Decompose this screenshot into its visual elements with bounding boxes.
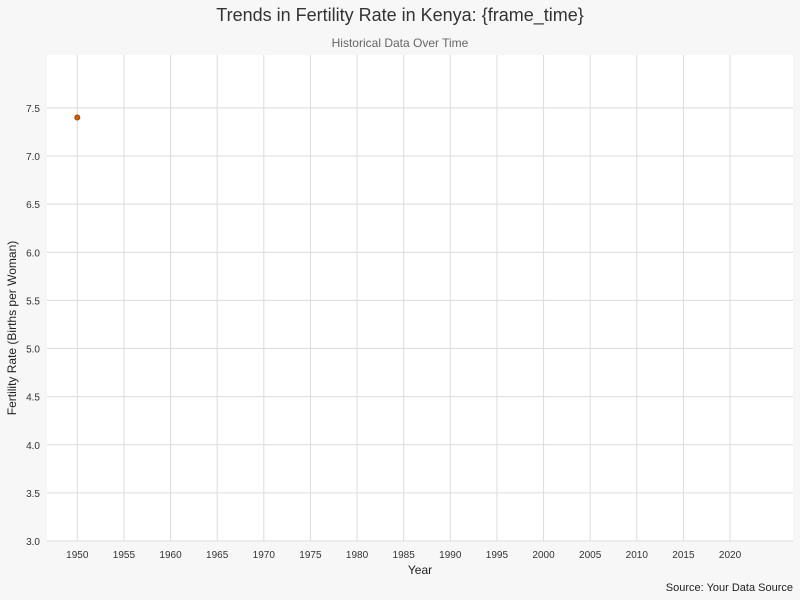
x-tick-label: 2010 — [626, 550, 649, 561]
x-tick-label: 2020 — [719, 550, 742, 561]
chart-title: Trends in Fertility Rate in Kenya: {fram… — [216, 5, 584, 25]
y-tick-label: 6.0 — [26, 248, 40, 259]
x-tick-label: 2000 — [532, 550, 555, 561]
x-tick-label: 1965 — [206, 550, 229, 561]
y-tick-label: 4.0 — [26, 441, 40, 452]
y-axis-ticks: 3.0 3.5 4.0 4.5 5.0 5.5 6.0 6.5 7.0 7.5 — [26, 104, 40, 548]
x-tick-label: 1985 — [393, 550, 416, 561]
y-tick-label: 7.0 — [26, 152, 40, 163]
x-tick-label: 2015 — [672, 550, 695, 561]
y-tick-label: 3.5 — [26, 489, 40, 500]
data-point — [74, 114, 81, 121]
x-tick-label: 1955 — [113, 550, 136, 561]
x-tick-label: 1960 — [159, 550, 182, 561]
x-tick-label: 1950 — [66, 550, 89, 561]
y-tick-label: 3.0 — [26, 537, 40, 548]
grid-lines — [47, 55, 793, 542]
source-caption: Source: Your Data Source — [665, 582, 793, 594]
data-points — [74, 114, 81, 121]
y-tick-label: 6.5 — [26, 200, 40, 211]
x-tick-label: 1970 — [253, 550, 276, 561]
x-axis-ticks: 1950 1955 1960 1965 1970 1975 1980 1985 1990 1995… — [66, 550, 741, 561]
y-tick-label: 5.5 — [26, 296, 40, 307]
plot-panel — [47, 55, 793, 541]
y-axis-label: Fertility Rate (Births per Woman) — [5, 241, 19, 416]
chart-subtitle: Historical Data Over Time — [331, 36, 469, 50]
x-tick-label: 1995 — [486, 550, 509, 561]
x-tick-label: 2005 — [579, 550, 602, 561]
x-axis-label: Year — [408, 563, 432, 577]
x-tick-label: 1975 — [299, 550, 322, 561]
y-tick-label: 7.5 — [26, 104, 40, 115]
y-tick-label: 5.0 — [26, 345, 40, 356]
x-tick-label: 1980 — [346, 550, 369, 561]
y-tick-label: 4.5 — [26, 393, 40, 404]
x-tick-label: 1990 — [439, 550, 462, 561]
